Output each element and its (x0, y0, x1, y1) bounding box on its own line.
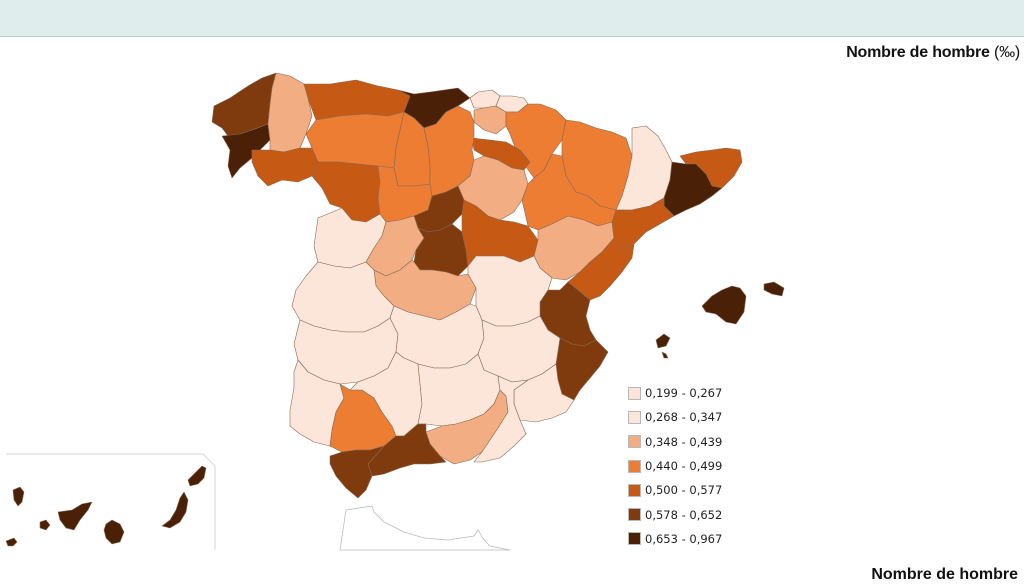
canary-inset-frame (6, 453, 216, 550)
province-alava[interactable] (473, 105, 507, 135)
map-title-text: Nombre de hombre (846, 44, 990, 61)
province-asturias[interactable] (303, 79, 411, 121)
legend-item: 0,500 - 0,577 (628, 478, 722, 502)
island-fuerteventura[interactable] (161, 491, 189, 529)
legend-item: 0,440 - 0,499 (628, 454, 722, 478)
north-africa-outline (339, 505, 511, 551)
province-bizkaia[interactable] (469, 89, 501, 109)
map-title: Nombre de hombre (‰) (846, 44, 1020, 62)
legend-swatch (628, 410, 641, 424)
province-malaga[interactable] (367, 423, 447, 477)
province-cuenca[interactable] (467, 255, 553, 327)
next-map-title: Nombre de hombre (871, 566, 1018, 583)
legend-label: 0,440 - 0,499 (645, 459, 723, 474)
legend-swatch (628, 459, 641, 473)
legend-item: 0,199 - 0,267 (628, 381, 722, 405)
legend-item: 0,578 - 0,652 (628, 502, 722, 526)
province-almeria[interactable] (473, 375, 529, 463)
province-castellon[interactable] (567, 237, 635, 301)
island-el-hierro[interactable] (5, 537, 18, 547)
legend-swatch (628, 532, 641, 546)
province-cadiz[interactable] (329, 445, 385, 499)
legend-label: 0,578 - 0,652 (645, 507, 723, 522)
province-mallorca[interactable] (701, 285, 747, 325)
province-alicante[interactable] (555, 337, 609, 401)
province-ourense[interactable] (251, 147, 319, 187)
map-title-unit: (‰) (993, 44, 1020, 61)
province-leon[interactable] (305, 111, 405, 169)
island-gran-canaria[interactable] (103, 519, 125, 545)
legend-swatch (628, 508, 641, 522)
island-formentera[interactable] (661, 351, 669, 359)
island-menorca[interactable] (763, 281, 785, 297)
legend-label: 0,500 - 0,577 (645, 483, 723, 498)
legend-label: 0,348 - 0,439 (645, 434, 723, 449)
map-legend: 0,199 - 0,267 0,268 - 0,347 0,348 - 0,43… (628, 381, 722, 551)
legend-label: 0,268 - 0,347 (645, 410, 723, 425)
legend-item: 0,653 - 0,967 (628, 527, 722, 551)
choropleth-map (5, 72, 785, 551)
province-madrid[interactable] (413, 223, 469, 277)
island-la-gomera[interactable] (39, 519, 51, 531)
island-ibiza[interactable] (655, 333, 671, 349)
top-toolbar (0, 0, 1024, 37)
legend-swatch (628, 435, 641, 449)
legend-item: 0,268 - 0,347 (628, 405, 722, 429)
island-lanzarote[interactable] (187, 465, 207, 487)
legend-swatch (628, 386, 641, 400)
legend-swatch (628, 483, 641, 497)
legend-label: 0,653 - 0,967 (645, 531, 723, 546)
legend-item: 0,348 - 0,439 (628, 430, 722, 454)
island-la-palma[interactable] (12, 486, 25, 507)
legend-label: 0,199 - 0,267 (645, 386, 723, 401)
island-tenerife[interactable] (57, 501, 93, 531)
